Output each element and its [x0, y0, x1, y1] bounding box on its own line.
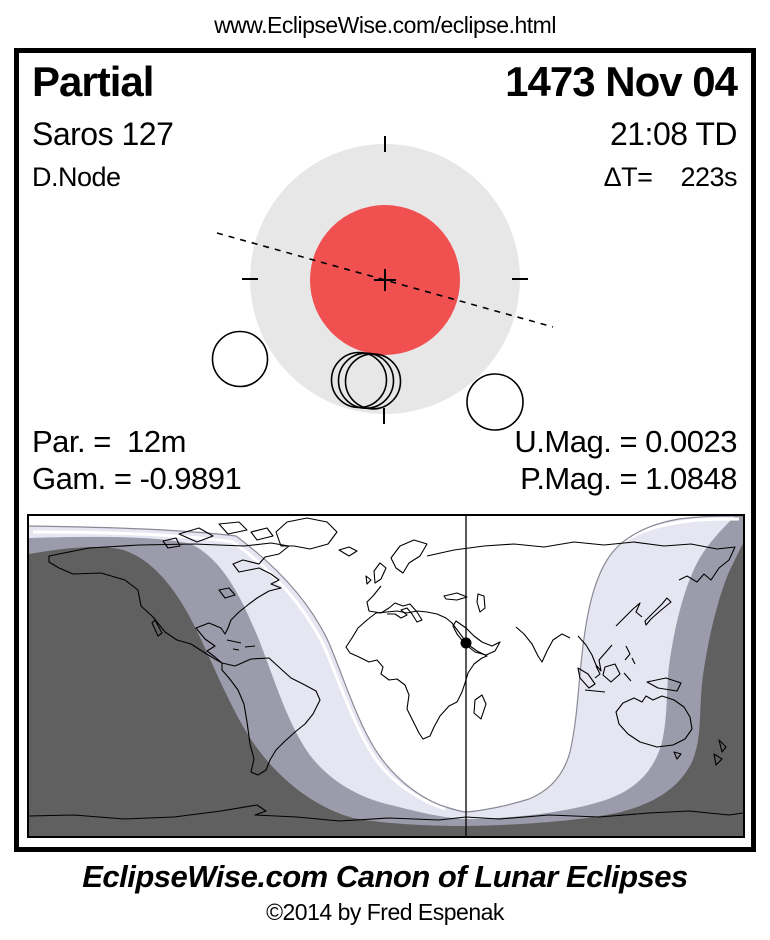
moon-last-contact-circle — [466, 373, 524, 431]
figure-border — [14, 48, 756, 852]
shadow-center-cross — [374, 269, 396, 291]
visibility-map — [29, 516, 743, 836]
coast-greenland — [275, 517, 338, 550]
sublunar-point-dot — [460, 637, 472, 649]
coast-arabia — [452, 620, 501, 656]
axis-tick-marks — [242, 136, 528, 424]
greatest-time-label: 21:08 TD — [609, 116, 738, 152]
coast-north-america — [48, 542, 290, 664]
coast-iceland — [338, 546, 358, 557]
eclipse-date-label: 1473 Nov 04 — [505, 58, 738, 105]
coast-asia-north — [426, 541, 736, 583]
coast-baja — [151, 619, 163, 637]
umbral-magnitude-value: U.Mag. = 0.0023 — [514, 424, 737, 459]
eclipse-type-label: Partial — [32, 58, 154, 105]
coast-new-zealand — [713, 739, 727, 766]
moon-first-contact-circle — [211, 330, 269, 388]
map-zone-no-visibility-dark — [29, 544, 743, 836]
coast-antarctica — [29, 804, 743, 822]
copyright-line: ©2014 by Fred Espenak — [266, 899, 504, 925]
saros-label: Saros 127 — [32, 116, 174, 152]
coast-southeast-asia — [577, 635, 613, 679]
ecliptic-dashed-line — [216, 232, 554, 328]
canon-title: EclipseWise.com Canon of Lunar Eclipses — [82, 859, 688, 894]
moon-greatest-circle-3 — [344, 353, 402, 410]
map-inner-contact-sliver-line — [32, 517, 740, 811]
coast-arctic-islands — [162, 521, 274, 549]
penumbral-magnitude-value: P.Mag. = 1.0848 — [520, 461, 737, 496]
gamma-value: Gam. = -0.9891 — [32, 461, 242, 496]
coast-indonesia — [577, 663, 682, 693]
partial-duration-value: Par. = 12m — [32, 424, 186, 459]
coast-australia — [615, 695, 693, 760]
coast-india — [515, 626, 571, 663]
node-label: D.Node — [32, 162, 121, 192]
source-url: www.EclipseWise.com/eclipse.html — [214, 12, 556, 38]
moon-positions — [211, 330, 524, 431]
delta-t-label: ΔT= 223s — [603, 162, 738, 192]
coast-great-lakes — [218, 587, 236, 599]
coastlines — [29, 517, 743, 822]
coast-europe — [366, 585, 423, 623]
coast-caribbean — [226, 639, 256, 651]
coast-scandinavia — [390, 539, 428, 574]
coast-philippines — [624, 645, 636, 665]
coast-madagascar — [473, 694, 487, 720]
visibility-map-frame — [27, 514, 745, 838]
coast-africa — [345, 610, 488, 740]
coast-caspian-sea — [476, 593, 486, 613]
coast-south-america — [221, 657, 321, 776]
coast-black-sea — [443, 592, 468, 601]
coast-china-japan — [615, 597, 672, 627]
coast-uk-ireland — [365, 562, 387, 585]
